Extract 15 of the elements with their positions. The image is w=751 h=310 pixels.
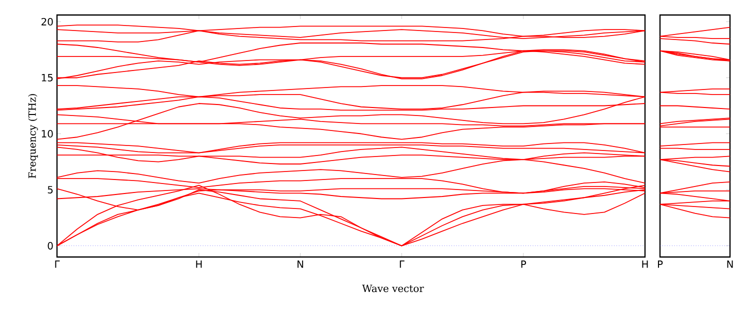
x-tick-label: Γ <box>400 260 404 268</box>
x-tick-label: N <box>727 260 733 268</box>
x-tick-label: P <box>658 260 663 268</box>
y-tick-label: 5 <box>48 186 53 194</box>
y-tick-label: 10 <box>42 130 53 138</box>
y-axis-title: Frequency (THz) <box>28 94 38 178</box>
x-tick-label: H <box>642 260 648 268</box>
x-tick-label: H <box>196 260 202 268</box>
x-tick-label: P <box>521 260 526 268</box>
x-tick-label: N <box>298 260 304 268</box>
x-tick-label: Γ <box>55 260 60 268</box>
y-tick-label: 15 <box>42 74 53 82</box>
y-tick-label: 20 <box>42 18 53 26</box>
y-tick-label: 0 <box>48 242 53 250</box>
x-axis-title: Wave vector <box>362 284 424 292</box>
